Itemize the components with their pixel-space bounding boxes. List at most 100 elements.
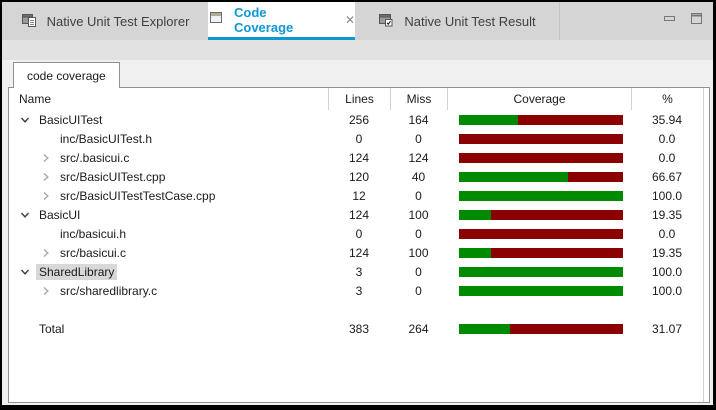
miss-value: 264 (408, 321, 429, 336)
row-label: BasicUI (39, 207, 81, 222)
tabstrip-lower-band (2, 40, 713, 60)
percent-value: 0.0 (658, 226, 676, 241)
lines-value: 383 (348, 321, 370, 336)
percent-value: 66.67 (651, 169, 683, 184)
column-header-percent[interactable]: % (631, 88, 703, 110)
chevron-right-icon[interactable] (40, 247, 52, 259)
minimize-icon[interactable] (663, 12, 676, 30)
covered-segment (459, 190, 623, 201)
miss-value: 40 (411, 169, 426, 184)
covered-segment (459, 323, 510, 334)
row-label: BasicUITest (39, 112, 103, 127)
tab-code-coverage-page[interactable]: code coverage (13, 62, 120, 88)
miss-value: 100 (408, 207, 429, 222)
row-label: inc/BasicUITest.h (60, 131, 153, 146)
name-cell: inc/BasicUITest.h (9, 129, 328, 148)
table-row[interactable]: BasicUI 124 100 19.35 (9, 205, 709, 224)
column-header-name[interactable]: Name (19, 92, 52, 106)
row-label: src/basicui.c (60, 245, 127, 260)
miss-value: 0 (415, 226, 422, 241)
table-row[interactable]: BasicUITest 256 164 35.94 (9, 110, 709, 129)
coverage-cell (447, 262, 631, 281)
coverage-cell (447, 167, 631, 186)
table-row[interactable]: Total 383 264 31.07 (9, 319, 709, 338)
covered-segment (459, 247, 491, 258)
coverage-cell (447, 281, 631, 300)
table-right-divider (703, 110, 704, 402)
lines-value: 124 (348, 245, 370, 260)
tab-native-unit-test-result[interactable]: Native Unit Test Result (355, 2, 560, 40)
coverage-bar (459, 190, 623, 201)
tab-label: Native Unit Test Explorer (46, 13, 190, 29)
missed-segment (459, 133, 623, 144)
table-row[interactable]: SharedLibrary 3 0 100.0 (9, 262, 709, 281)
percent-value: 19.35 (651, 207, 683, 222)
covered-segment (459, 171, 569, 182)
document-tab-bar: Native Unit Test Explorer Code Coverage … (2, 2, 713, 40)
lines-value: 0 (355, 226, 363, 241)
table-row[interactable]: src/basicui.c 124 100 19.35 (9, 243, 709, 262)
chevron-right-icon[interactable] (40, 285, 52, 297)
chevron-down-icon[interactable] (19, 209, 31, 221)
name-cell: BasicUITest (9, 110, 328, 129)
coverage-cell (447, 129, 631, 148)
chevron-down-icon[interactable] (19, 266, 31, 278)
coverage-cell (447, 148, 631, 167)
missed-segment (509, 323, 623, 334)
lines-value: 124 (348, 150, 370, 165)
name-cell: src/BasicUITestTestCase.cpp (9, 186, 328, 205)
name-cell: inc/basicui.h (9, 224, 328, 243)
name-cell: src/basicui.c (9, 243, 328, 262)
lines-value: 3 (355, 264, 363, 279)
missed-segment (568, 171, 623, 182)
miss-value: 100 (408, 245, 429, 260)
window-icon (208, 10, 224, 29)
percent-value: 19.35 (651, 245, 683, 260)
expander-placeholder (40, 133, 52, 145)
row-label: src/sharedlibrary.c (60, 283, 158, 298)
missed-segment (490, 247, 623, 258)
chevron-right-icon[interactable] (40, 171, 52, 183)
coverage-bar (459, 323, 623, 334)
maximize-icon[interactable] (690, 12, 703, 30)
name-cell: SharedLibrary (9, 262, 328, 281)
test-explorer-icon (21, 12, 37, 31)
tab-code-coverage[interactable]: Code Coverage ✕ (208, 2, 355, 40)
row-label: inc/basicui.h (60, 226, 127, 241)
table-row[interactable]: src/BasicUITest.cpp 120 40 66.67 (9, 167, 709, 186)
column-header-coverage[interactable]: Coverage (447, 88, 631, 110)
miss-value: 0 (415, 188, 422, 203)
tool-window-content: Native Unit Test Explorer Code Coverage … (2, 2, 713, 405)
table-row[interactable]: src/BasicUITestTestCase.cpp 12 0 100.0 (9, 186, 709, 205)
column-header-lines[interactable]: Lines (328, 88, 390, 110)
lines-value: 12 (352, 188, 366, 203)
percent-value: 0.0 (658, 131, 676, 146)
name-cell: src/.basicui.c (9, 148, 328, 167)
table-row[interactable]: inc/BasicUITest.h 0 0 0.0 (9, 129, 709, 148)
covered-segment (459, 114, 518, 125)
chevron-right-icon[interactable] (40, 190, 52, 202)
chevron-right-icon[interactable] (40, 152, 52, 164)
column-header-miss[interactable]: Miss (390, 88, 447, 110)
close-icon[interactable]: ✕ (344, 12, 355, 27)
coverage-bar (459, 152, 623, 163)
table-row[interactable]: inc/basicui.h 0 0 0.0 (9, 224, 709, 243)
lines-value: 256 (348, 112, 370, 127)
coverage-bar (459, 228, 623, 239)
name-cell: src/sharedlibrary.c (9, 281, 328, 300)
coverage-bar (459, 114, 623, 125)
coverage-bar (459, 209, 623, 220)
row-label: Total (39, 321, 65, 336)
percent-value: 35.94 (651, 112, 683, 127)
table-row[interactable]: src/sharedlibrary.c 3 0 100.0 (9, 281, 709, 300)
coverage-cell (447, 243, 631, 262)
tab-label: Code Coverage (234, 4, 294, 35)
row-label: SharedLibrary (36, 263, 118, 280)
chevron-down-icon[interactable] (19, 114, 31, 126)
tab-native-unit-test-explorer[interactable]: Native Unit Test Explorer (2, 2, 208, 40)
table-row[interactable]: src/.basicui.c 124 124 0.0 (9, 148, 709, 167)
column-header-stub (703, 88, 709, 110)
subtab-label: code coverage (27, 68, 106, 83)
coverage-cell (447, 224, 631, 243)
coverage-cell (447, 186, 631, 205)
